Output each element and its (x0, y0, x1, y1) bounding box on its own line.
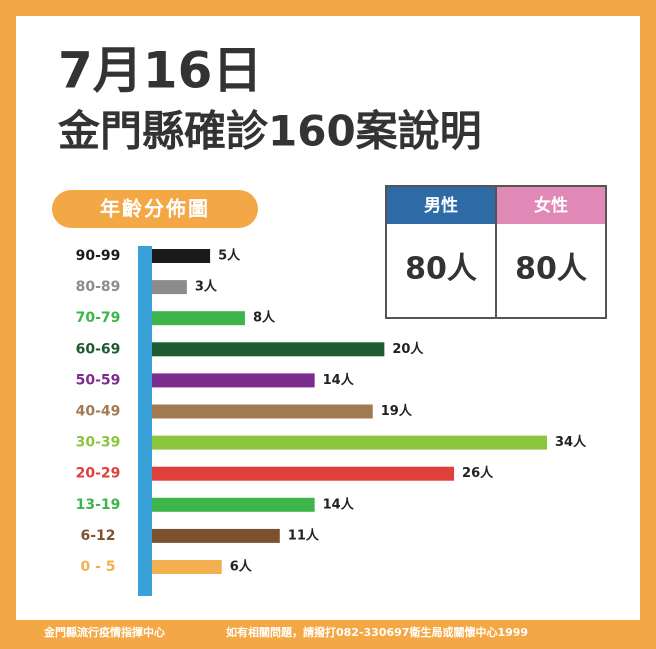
value-label: 8人 (253, 310, 276, 326)
bar (152, 466, 455, 481)
bar (152, 435, 547, 450)
bar (152, 342, 385, 357)
table-value: 80人 (515, 252, 587, 287)
bar (152, 249, 211, 263)
footer-left: 金門縣流行疫情指揮中心 (43, 625, 165, 639)
badge-text: 年齡分佈圖 (100, 197, 210, 221)
value-label: 14人 (323, 372, 355, 388)
table-header-bg (497, 187, 605, 224)
category-label: 6-12 (80, 528, 115, 544)
category-label: 70-79 (76, 310, 121, 326)
value-label: 5人 (218, 248, 241, 264)
category-label: 20-29 (76, 466, 121, 482)
value-label: 26人 (462, 465, 494, 481)
title: 金門縣確診160案說明 (57, 107, 482, 156)
bar (152, 404, 373, 419)
bar (152, 280, 187, 295)
value-label: 14人 (323, 496, 355, 512)
table-header: 女性 (534, 195, 568, 216)
category-label: 80-89 (76, 279, 121, 295)
bar (152, 528, 280, 543)
category-label: 60-69 (76, 341, 121, 357)
badge (52, 190, 258, 228)
category-label: 40-49 (76, 404, 121, 420)
bar (152, 373, 315, 388)
value-label: 34人 (555, 434, 587, 450)
category-label: 50-59 (76, 372, 121, 388)
bar (152, 311, 245, 326)
table-value: 80人 (405, 252, 477, 287)
value-label: 3人 (195, 279, 218, 295)
category-label: 90-99 (76, 248, 121, 264)
table-header: 男性 (424, 195, 458, 216)
value-label: 11人 (288, 527, 320, 543)
value-label: 20人 (392, 341, 424, 357)
date: 7月16日 (58, 42, 262, 100)
category-label: 13-19 (76, 497, 121, 513)
bar (152, 560, 222, 574)
category-label: 30-39 (76, 435, 121, 451)
bar (152, 497, 315, 512)
axis (138, 246, 152, 596)
table-header-bg (387, 187, 495, 224)
value-label: 6人 (230, 559, 253, 575)
category-label: 0 - 5 (80, 559, 115, 575)
footer-right: 如有相關問題，請撥打082-330697衛生局或關懷中心1999 (226, 625, 528, 639)
value-label: 19人 (381, 403, 413, 419)
